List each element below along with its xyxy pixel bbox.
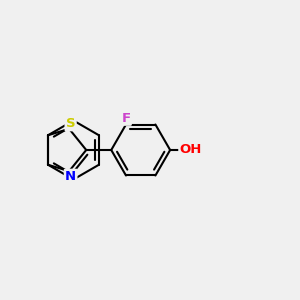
Text: OH: OH: [180, 143, 202, 157]
Text: N: N: [65, 170, 76, 183]
Text: S: S: [66, 117, 75, 130]
Text: F: F: [122, 112, 130, 124]
